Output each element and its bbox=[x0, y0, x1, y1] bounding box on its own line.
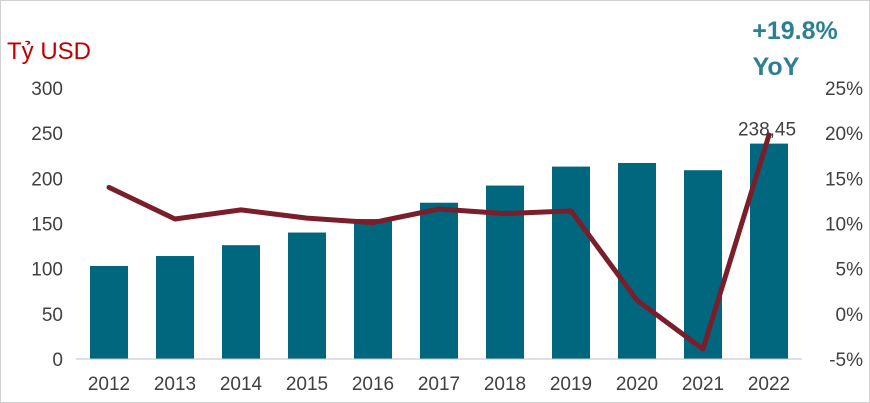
bar-2021 bbox=[684, 170, 722, 359]
x-axis-ticks: 2012 2013 2014 2015 2016 2017 2018 2019 2020 2021… bbox=[88, 374, 790, 395]
left-axis-ticks: 0 50 100 150 200 250 300 bbox=[31, 79, 63, 371]
y-tick-label: 50 bbox=[42, 305, 63, 326]
x-tick-label: 2013 bbox=[154, 374, 196, 395]
x-tick-label: 2012 bbox=[88, 374, 130, 395]
y-tick-label: 250 bbox=[31, 124, 63, 145]
y2-tick-label: 20% bbox=[825, 124, 863, 145]
bar-2012 bbox=[90, 265, 128, 359]
x-tick-label: 2018 bbox=[484, 374, 526, 395]
yoy-label: YoY bbox=[753, 53, 800, 81]
x-tick-label: 2017 bbox=[418, 374, 460, 395]
x-tick-label: 2022 bbox=[748, 374, 790, 395]
bar-2014 bbox=[222, 245, 260, 359]
y-tick-label: 200 bbox=[31, 169, 63, 190]
y-tick-label: 150 bbox=[31, 215, 63, 236]
y2-tick-label: 5% bbox=[836, 260, 864, 281]
bar-series bbox=[90, 143, 788, 359]
x-tick-label: 2014 bbox=[220, 374, 263, 395]
x-tick-label: 2016 bbox=[352, 374, 394, 395]
y2-tick-label: -5% bbox=[829, 350, 863, 371]
x-tick-label: 2019 bbox=[550, 374, 592, 395]
x-tick-label: 2015 bbox=[286, 374, 328, 395]
bar-2013 bbox=[156, 256, 194, 359]
y2-tick-label: 15% bbox=[825, 169, 863, 190]
yoy-growth-value: +19.8% bbox=[752, 17, 838, 45]
bar-2017 bbox=[420, 202, 458, 359]
bar-2015 bbox=[288, 232, 326, 359]
y-tick-label: 0 bbox=[52, 350, 63, 371]
bar-2020 bbox=[618, 162, 656, 359]
y-tick-label: 100 bbox=[31, 260, 63, 281]
bar-2019 bbox=[552, 166, 590, 359]
x-tick-label: 2020 bbox=[616, 374, 658, 395]
x-tick-label: 2021 bbox=[682, 374, 724, 395]
y2-tick-label: 10% bbox=[825, 215, 863, 236]
bar-2016 bbox=[354, 218, 392, 359]
y-axis-unit-label: Tỷ USD bbox=[7, 38, 91, 65]
y2-tick-label: 0% bbox=[836, 305, 864, 326]
y-tick-label: 300 bbox=[31, 79, 63, 100]
right-axis-ticks: -5% 0% 5% 10% 15% 20% 25% bbox=[825, 79, 863, 371]
growth-line-series bbox=[106, 132, 772, 352]
y2-tick-label: 25% bbox=[825, 79, 863, 100]
data-label-2022: 238,45 bbox=[738, 120, 796, 141]
